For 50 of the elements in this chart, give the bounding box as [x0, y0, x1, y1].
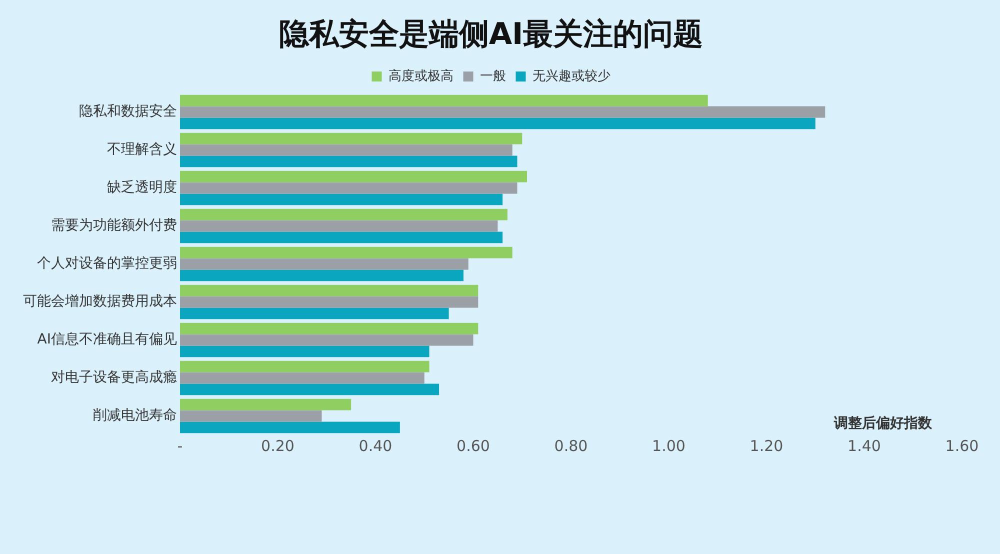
x-tick-label: 0.20 [261, 436, 294, 455]
x-tick-label: 0.60 [456, 436, 490, 455]
y-tick-label: 隐私和数据安全 [79, 104, 177, 120]
legend-label: 一般 [480, 68, 506, 84]
x-tick-label: - [177, 436, 183, 455]
y-tick-label: 对电子设备更高成瘾 [51, 370, 177, 386]
bar [180, 360, 430, 372]
y-tick-label: 不理解含义 [107, 142, 177, 158]
y-tick-label: 削减电池寿命 [93, 408, 177, 424]
chart-title: 隐私安全是端侧AI最关注的问题 [278, 16, 704, 52]
bar [180, 94, 708, 106]
x-tick-label: 1.20 [750, 436, 784, 455]
x-tick-label: 1.60 [945, 436, 979, 455]
bar [180, 346, 430, 358]
bar [180, 208, 508, 220]
y-tick-label: AI信息不准确且有偏见 [37, 332, 177, 348]
bar [180, 308, 449, 320]
y-tick-label: 个人对设备的掌控更弱 [37, 256, 177, 272]
bar [180, 284, 478, 296]
bar [180, 132, 522, 144]
x-tick-label: 0.80 [554, 436, 588, 455]
x-tick-label: 1.00 [652, 436, 686, 455]
bar [180, 270, 464, 282]
bar [180, 182, 518, 194]
bar [180, 246, 512, 258]
legend-label: 高度或极高 [388, 68, 454, 84]
x-axis-title: 调整后偏好指数 [833, 414, 933, 432]
bar [180, 410, 322, 422]
bar [180, 384, 440, 396]
legend-label: 无兴趣或较少 [532, 68, 610, 84]
y-tick-label: 需要为功能额外付费 [51, 218, 177, 234]
bar [180, 296, 478, 308]
bar [180, 372, 424, 384]
bar [180, 118, 816, 130]
bar [180, 194, 503, 206]
bar [180, 422, 400, 434]
y-tick-label: 缺乏透明度 [107, 180, 177, 196]
bar [180, 232, 503, 244]
x-tick-label: 0.40 [358, 436, 392, 455]
bar [180, 334, 474, 346]
bar [180, 144, 512, 156]
bar [180, 156, 518, 168]
bar [180, 322, 478, 334]
bar [180, 170, 528, 182]
bar [180, 258, 468, 270]
bar [180, 398, 352, 410]
bar [180, 220, 498, 232]
bar [180, 106, 826, 118]
y-tick-label: 可能会增加数据费用成本 [23, 294, 177, 310]
x-tick-label: 1.40 [848, 436, 881, 455]
